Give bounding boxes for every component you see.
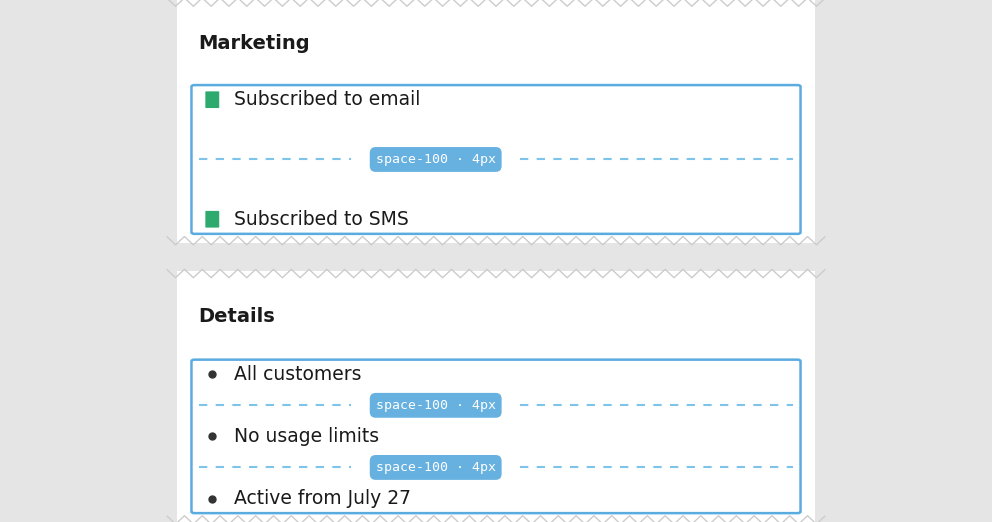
Text: Marketing: Marketing — [198, 34, 310, 53]
FancyBboxPatch shape — [205, 91, 219, 108]
Text: Subscribed to SMS: Subscribed to SMS — [234, 210, 409, 229]
Text: space-100 · 4px: space-100 · 4px — [376, 153, 496, 166]
FancyBboxPatch shape — [177, 0, 815, 243]
FancyBboxPatch shape — [191, 360, 801, 513]
Text: All customers: All customers — [234, 365, 362, 384]
Text: space-100 · 4px: space-100 · 4px — [376, 399, 496, 412]
Text: No usage limits: No usage limits — [234, 427, 379, 446]
FancyBboxPatch shape — [191, 85, 801, 234]
FancyBboxPatch shape — [205, 211, 219, 228]
Text: Active from July 27: Active from July 27 — [234, 489, 411, 508]
Text: Subscribed to email: Subscribed to email — [234, 90, 421, 109]
Text: space-100 · 4px: space-100 · 4px — [376, 461, 496, 474]
Text: Details: Details — [198, 307, 275, 326]
FancyBboxPatch shape — [177, 271, 815, 522]
